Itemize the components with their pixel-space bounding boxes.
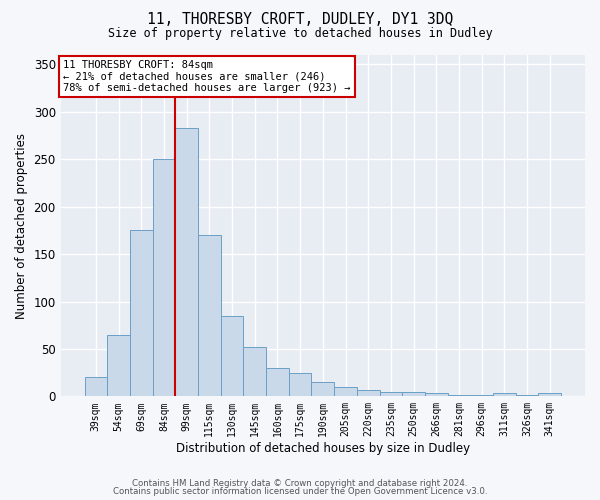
Text: Size of property relative to detached houses in Dudley: Size of property relative to detached ho… — [107, 28, 493, 40]
Bar — [85, 378, 107, 396]
Bar — [334, 387, 357, 396]
Bar — [493, 392, 516, 396]
Bar — [311, 382, 334, 396]
Bar — [175, 128, 198, 396]
Y-axis label: Number of detached properties: Number of detached properties — [15, 132, 28, 318]
Bar — [221, 316, 244, 396]
Bar — [402, 392, 425, 396]
Text: Contains public sector information licensed under the Open Government Licence v3: Contains public sector information licen… — [113, 487, 487, 496]
Bar — [380, 392, 402, 396]
Bar — [357, 390, 380, 396]
Text: 11, THORESBY CROFT, DUDLEY, DY1 3DQ: 11, THORESBY CROFT, DUDLEY, DY1 3DQ — [147, 12, 453, 28]
Bar — [538, 394, 561, 396]
Bar — [266, 368, 289, 396]
Bar — [198, 235, 221, 396]
Text: Contains HM Land Registry data © Crown copyright and database right 2024.: Contains HM Land Registry data © Crown c… — [132, 478, 468, 488]
Bar — [152, 160, 175, 396]
Text: 11 THORESBY CROFT: 84sqm
← 21% of detached houses are smaller (246)
78% of semi-: 11 THORESBY CROFT: 84sqm ← 21% of detach… — [63, 60, 351, 94]
Bar — [130, 230, 152, 396]
Bar — [244, 347, 266, 397]
Bar — [107, 334, 130, 396]
Bar — [425, 392, 448, 396]
Bar — [289, 372, 311, 396]
X-axis label: Distribution of detached houses by size in Dudley: Distribution of detached houses by size … — [176, 442, 470, 455]
